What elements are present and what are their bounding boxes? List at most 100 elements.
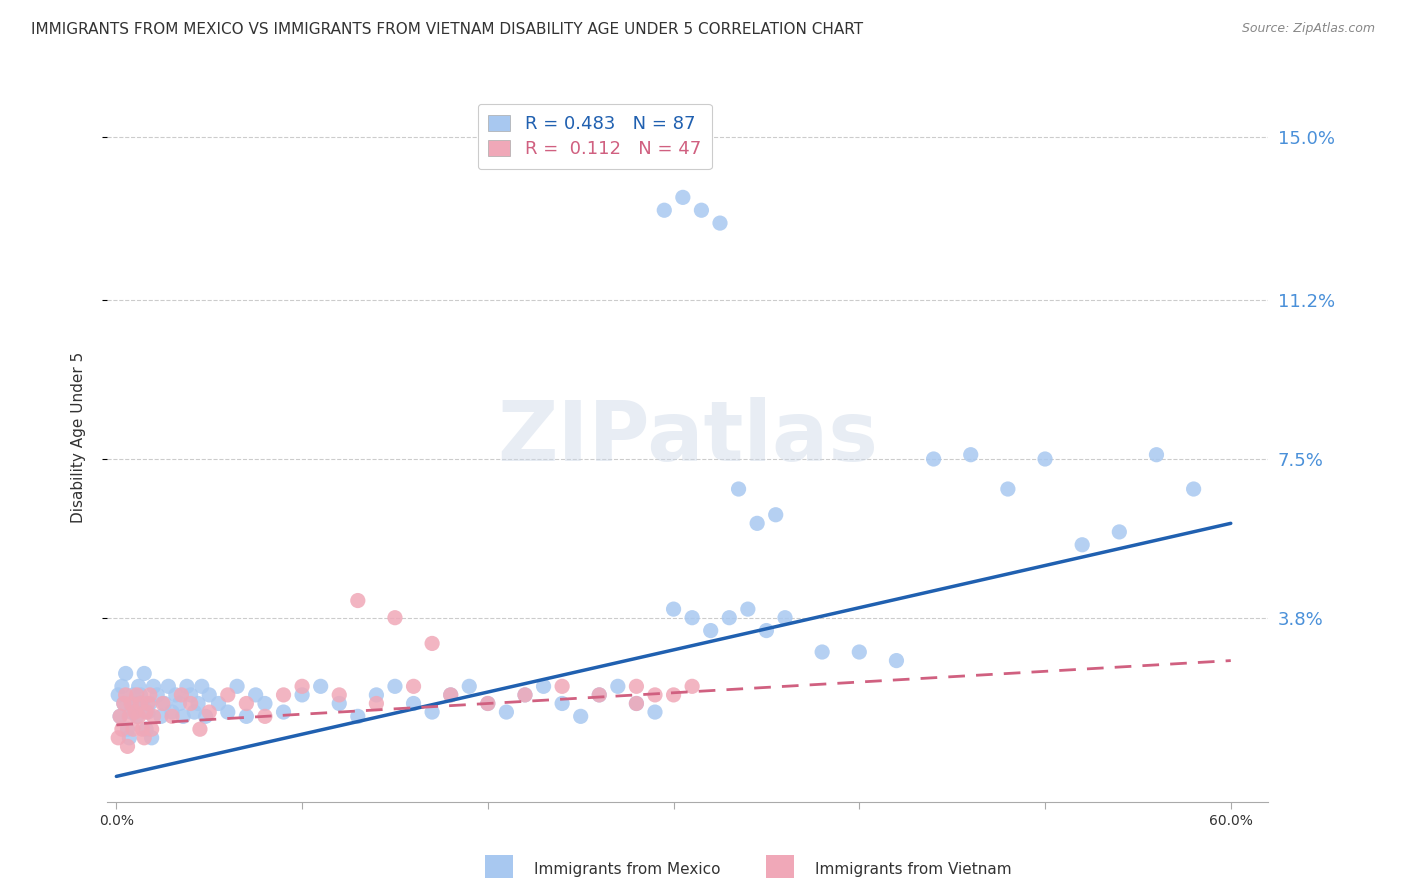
Point (922, 452, 945, 467)
Point (644, 688, 666, 702)
Point (129, 688, 152, 702)
Point (187, 697, 209, 711)
Point (346, 593, 368, 607)
Point (273, 705, 295, 719)
Point (146, 688, 169, 702)
Point (291, 679, 314, 693)
Y-axis label: Disability Age Under 5: Disability Age Under 5 (72, 352, 86, 524)
Point (420, 636, 443, 650)
Point (128, 709, 150, 723)
Point (533, 679, 555, 693)
Point (588, 688, 610, 702)
Point (245, 688, 267, 702)
Point (141, 723, 163, 737)
Point (690, 203, 713, 218)
Point (765, 508, 787, 522)
Point (440, 688, 463, 702)
Point (959, 448, 981, 462)
Point (644, 705, 666, 719)
Point (135, 723, 157, 737)
Point (513, 688, 536, 702)
Point (120, 697, 142, 711)
Point (141, 731, 163, 745)
Point (125, 709, 148, 723)
Point (152, 697, 174, 711)
Text: ZIPatlas: ZIPatlas (496, 397, 877, 478)
Point (273, 688, 295, 702)
Point (194, 709, 217, 723)
Point (108, 709, 131, 723)
Point (129, 697, 152, 711)
Point (458, 679, 481, 693)
Point (125, 688, 148, 702)
Point (118, 709, 141, 723)
Point (1071, 538, 1094, 552)
Point (135, 705, 157, 719)
Point (117, 739, 139, 754)
Point (652, 203, 675, 218)
Point (402, 697, 425, 711)
Point (235, 709, 257, 723)
Point (112, 697, 135, 711)
Point (198, 688, 221, 702)
Point (384, 610, 406, 624)
Point (709, 216, 731, 230)
Point (718, 610, 741, 624)
Point (366, 688, 388, 702)
Point (108, 709, 131, 723)
Point (402, 679, 425, 693)
Point (811, 645, 834, 659)
Point (139, 697, 162, 711)
Point (848, 645, 870, 659)
Text: IMMIGRANTS FROM MEXICO VS IMMIGRANTS FROM VIETNAM DISABILITY AGE UNDER 5 CORRELA: IMMIGRANTS FROM MEXICO VS IMMIGRANTS FRO… (31, 22, 863, 37)
Point (111, 723, 134, 737)
Point (112, 697, 135, 711)
Point (149, 709, 172, 723)
Point (122, 688, 145, 702)
Point (172, 709, 194, 723)
Point (165, 688, 187, 702)
Point (136, 697, 159, 711)
Point (188, 723, 211, 737)
Point (131, 723, 153, 737)
Point (699, 624, 721, 638)
Point (384, 679, 406, 693)
Point (217, 705, 239, 719)
Point (170, 688, 193, 702)
Text: Immigrants from Mexico: Immigrants from Mexico (534, 863, 721, 877)
Point (477, 697, 499, 711)
Point (142, 709, 165, 723)
Point (142, 679, 165, 693)
Point (107, 688, 129, 702)
Point (176, 679, 198, 693)
Point (253, 697, 276, 711)
Point (180, 697, 202, 711)
Point (440, 688, 463, 702)
Point (191, 679, 214, 693)
Point (136, 705, 159, 719)
Point (773, 610, 796, 624)
Point (747, 516, 769, 531)
Point (997, 482, 1019, 496)
Point (737, 602, 759, 616)
Point (569, 709, 592, 723)
Point (662, 688, 685, 702)
Point (626, 697, 648, 711)
Point (124, 705, 146, 719)
Point (157, 679, 180, 693)
Point (111, 679, 134, 693)
Point (114, 666, 136, 681)
Point (128, 679, 150, 693)
Point (124, 697, 146, 711)
Point (328, 688, 350, 702)
Point (346, 709, 368, 723)
Point (477, 697, 499, 711)
Point (120, 705, 142, 719)
Point (309, 679, 332, 693)
Text: Source: ZipAtlas.com: Source: ZipAtlas.com (1241, 22, 1375, 36)
Point (291, 688, 314, 702)
Point (180, 688, 202, 702)
Point (134, 666, 156, 681)
Point (226, 679, 249, 693)
Point (183, 705, 205, 719)
